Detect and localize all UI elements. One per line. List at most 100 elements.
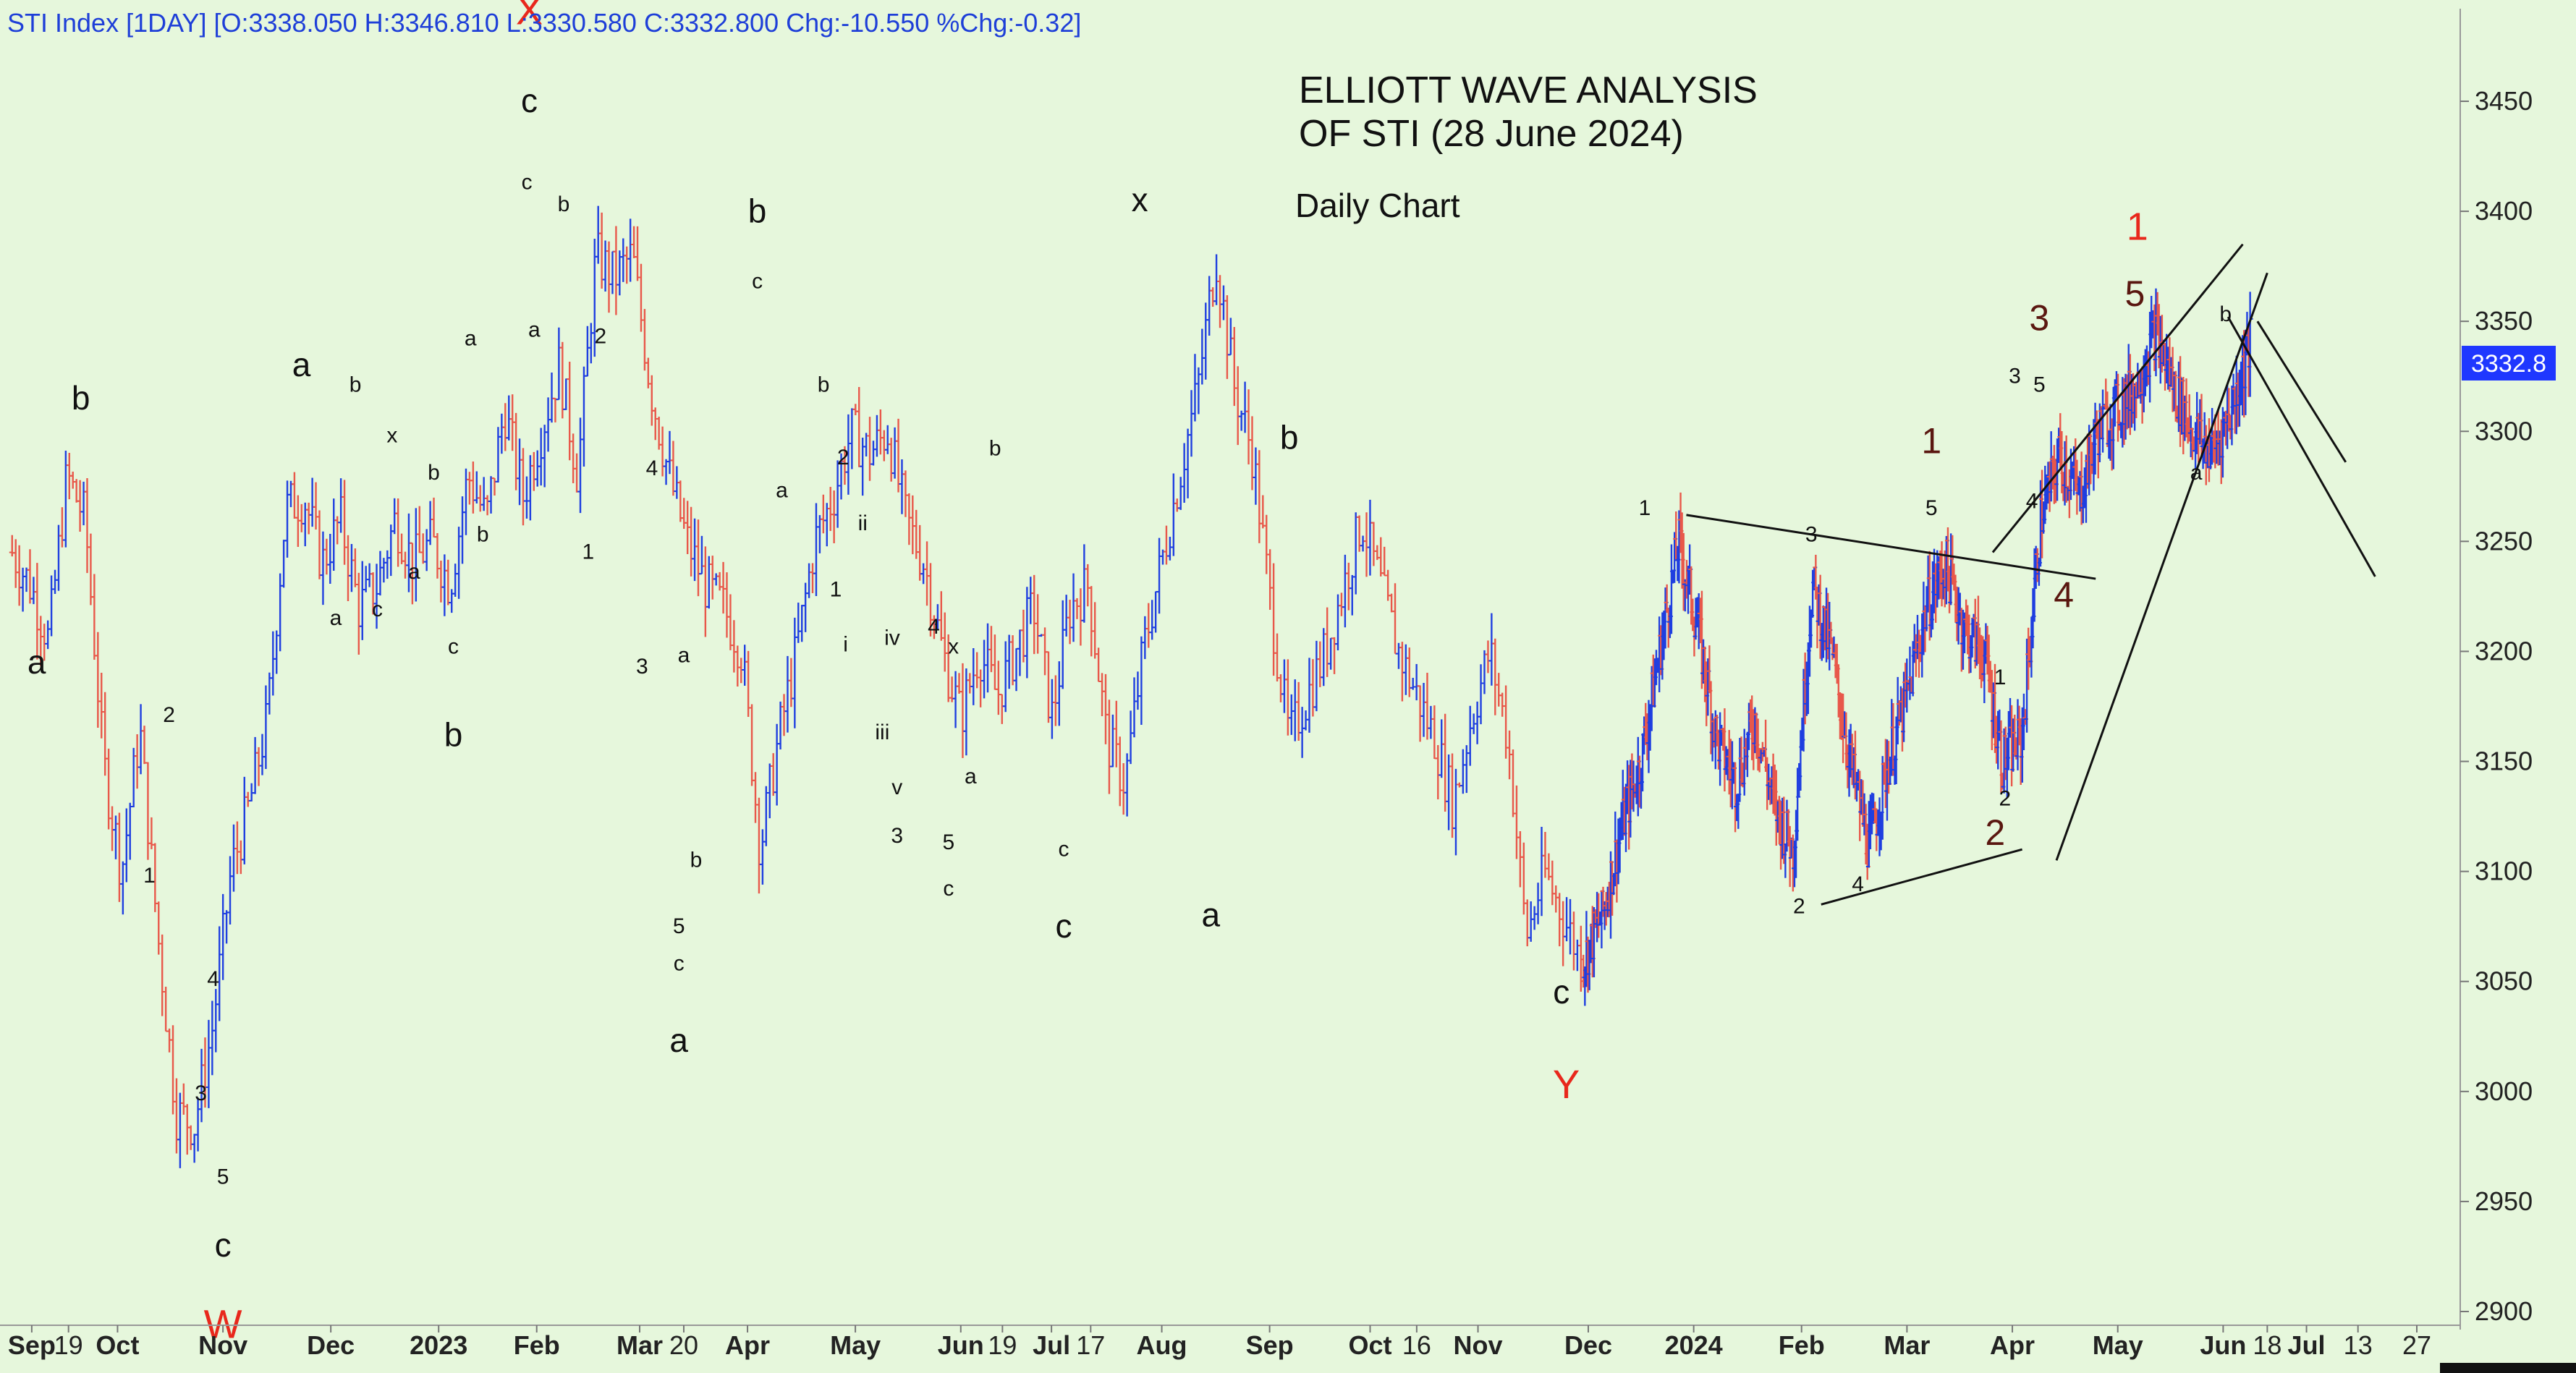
wave-label: 1 bbox=[830, 577, 842, 601]
wave-label: x bbox=[386, 423, 397, 447]
time-tick-label: Nov bbox=[198, 1330, 247, 1360]
wave-label: Y bbox=[1553, 1061, 1580, 1107]
wave-label: 3 bbox=[1805, 522, 1818, 546]
wave-label: b bbox=[690, 849, 703, 872]
wave-label: 4 bbox=[207, 967, 219, 991]
time-tick-label: 16 bbox=[1402, 1330, 1431, 1360]
time-tick-label: Dec bbox=[1564, 1330, 1612, 1360]
wave-label: b bbox=[989, 437, 1001, 461]
price-tick-label: 3200 bbox=[2475, 636, 2533, 666]
time-tick-label: Jul bbox=[1033, 1330, 1070, 1360]
price-tick-label: 2950 bbox=[2475, 1186, 2533, 1216]
wave-label: a bbox=[330, 606, 342, 630]
time-tick-label: Feb bbox=[514, 1330, 560, 1360]
wave-label: 4 bbox=[1852, 872, 1864, 896]
time-tick-label: Sep bbox=[1246, 1330, 1294, 1360]
wave-label: b bbox=[1280, 419, 1299, 456]
time-tick-label: Apr bbox=[1990, 1330, 2035, 1360]
wave-label: v bbox=[891, 775, 902, 799]
trend-line bbox=[1821, 848, 2022, 906]
chart-note: Daily Chart bbox=[1295, 187, 1460, 224]
wave-label: a bbox=[27, 643, 46, 681]
wave-label: c bbox=[1059, 837, 1069, 861]
wave-label: 1 bbox=[2127, 205, 2148, 249]
price-tick-label: 3450 bbox=[2475, 86, 2533, 116]
wave-label: 2 bbox=[1999, 786, 2012, 810]
wave-label: a bbox=[678, 644, 690, 668]
wave-label: 5 bbox=[2033, 373, 2046, 397]
wave-label: 1 bbox=[1921, 421, 1941, 462]
time-tick-label: Nov bbox=[1454, 1330, 1503, 1360]
wave-label: a bbox=[465, 327, 477, 351]
time-tick-label: Dec bbox=[307, 1330, 355, 1360]
trend-line bbox=[2256, 320, 2347, 463]
wave-label: 1 bbox=[1639, 496, 1651, 520]
wave-label: a bbox=[292, 346, 311, 383]
wave-label: b bbox=[558, 192, 570, 216]
time-tick-label: Aug bbox=[1137, 1330, 1187, 1360]
time-tick-label: Jul bbox=[2288, 1330, 2326, 1360]
time-tick-label: Apr bbox=[725, 1330, 770, 1360]
time-tick-label: 19 bbox=[54, 1330, 83, 1360]
wave-label: 4 bbox=[2054, 575, 2074, 616]
wave-label: a bbox=[1202, 896, 1221, 934]
time-tick-label: May bbox=[2093, 1330, 2143, 1360]
trend-line bbox=[1686, 514, 2096, 580]
wave-label: 4 bbox=[646, 456, 658, 480]
wave-label: b bbox=[72, 379, 90, 417]
time-tick-label: 18 bbox=[2253, 1330, 2281, 1360]
wave-label: 2 bbox=[163, 703, 175, 727]
price-tick-label: 3000 bbox=[2475, 1076, 2533, 1106]
wave-label: a bbox=[965, 765, 977, 788]
wave-label: W bbox=[204, 1301, 242, 1347]
wave-label: iv bbox=[884, 626, 900, 650]
wave-label: 1 bbox=[143, 864, 156, 888]
time-tick-label: 13 bbox=[2344, 1330, 2373, 1360]
wave-label: 5 bbox=[2125, 273, 2145, 314]
wave-label: x bbox=[948, 634, 959, 658]
wave-label: c bbox=[752, 270, 763, 294]
wave-label: 1 bbox=[582, 540, 595, 564]
price-tick-label: 3150 bbox=[2475, 747, 2533, 776]
time-tick-label: Jun bbox=[938, 1330, 984, 1360]
wave-label: b bbox=[428, 461, 440, 485]
time-tick-label: 2024 bbox=[1665, 1330, 1723, 1360]
last-price-label: 3332.8 bbox=[2471, 350, 2546, 378]
scroll-handle[interactable] bbox=[2440, 1363, 2576, 1373]
wave-label: x bbox=[1132, 181, 1148, 218]
wave-label: b bbox=[444, 715, 463, 753]
wave-label: b bbox=[477, 522, 489, 546]
wave-label: 2 bbox=[1793, 894, 1805, 918]
wave-label: c bbox=[1553, 973, 1569, 1011]
time-tick-label: Mar bbox=[1884, 1330, 1930, 1360]
wave-label: a bbox=[408, 560, 420, 584]
time-tick-label: Feb bbox=[1779, 1330, 1825, 1360]
wave-label: c bbox=[372, 598, 383, 621]
wave-label: ii bbox=[858, 511, 868, 535]
wave-label: c bbox=[448, 634, 459, 658]
price-tick-label: 3400 bbox=[2475, 196, 2533, 226]
price-axis: 3450 3400 3350 3300 3250 3200 3150 3100 3050 3000… bbox=[2460, 86, 2533, 1326]
time-tick-label: Oct bbox=[1348, 1330, 1391, 1360]
time-tick-label: May bbox=[830, 1330, 881, 1360]
wave-label: c bbox=[215, 1226, 232, 1264]
trend-line bbox=[2055, 272, 2268, 861]
wave-label: b bbox=[349, 373, 362, 397]
wave-label: 3 bbox=[195, 1081, 207, 1105]
time-tick-label: 20 bbox=[669, 1330, 698, 1360]
wave-label: 4 bbox=[928, 615, 940, 639]
trend-line bbox=[1991, 243, 2244, 553]
time-tick-label: Mar bbox=[617, 1330, 663, 1360]
time-tick-label: 19 bbox=[988, 1330, 1017, 1360]
time-tick-label: Oct bbox=[96, 1330, 139, 1360]
chart-subtitle: OF STI (28 June 2024) bbox=[1299, 113, 1684, 155]
wave-label: 2 bbox=[837, 446, 850, 469]
wave-label: 3 bbox=[2009, 364, 2021, 388]
wave-label: b bbox=[2219, 302, 2232, 326]
wave-label: 2 bbox=[594, 325, 606, 349]
wave-label: 5 bbox=[942, 830, 954, 854]
price-tick-label: 2900 bbox=[2475, 1296, 2533, 1326]
